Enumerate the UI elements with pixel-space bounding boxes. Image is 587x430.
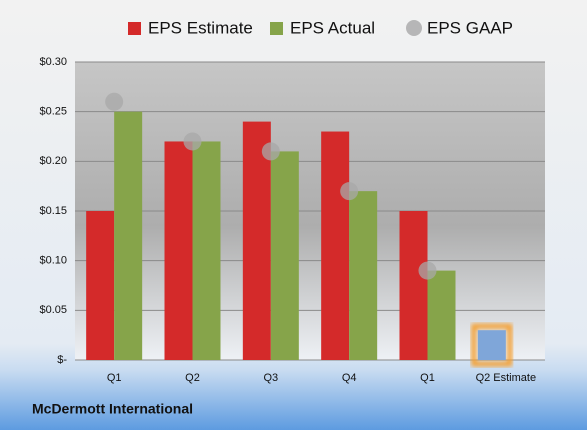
y-tick-label: $0.15 [39,205,67,217]
bar [192,141,221,360]
bar-glow [471,323,513,367]
legend-label: EPS Actual [290,18,375,37]
legend-marker [406,20,422,36]
bar [399,211,428,360]
x-tick-label: Q4 [342,372,357,384]
y-tick-label: $0.05 [39,304,67,316]
gaap-marker [340,182,359,201]
x-tick-label: Q3 [263,372,278,384]
bar [321,131,350,360]
gaap-marker [261,142,280,161]
bar [270,151,299,360]
bar [86,211,115,360]
chart-title: McDermott International [32,401,193,417]
bar [477,330,506,360]
bar [349,191,378,360]
legend-label: EPS Estimate [148,18,253,37]
bar [114,111,143,361]
x-tick-label: Q1 [420,372,435,384]
y-tick-label: $0.30 [39,56,67,68]
x-tick-label: Q2 Estimate [476,372,537,384]
gaap-marker [418,261,437,280]
y-tick-label: $0.20 [39,155,67,167]
y-tick-label: $0.10 [39,255,67,267]
x-tick-label: Q2 [185,372,200,384]
y-tick-label: $0.25 [39,106,67,118]
legend-swatch [270,22,283,35]
bar [242,121,271,360]
bar [164,141,193,360]
gaap-marker [105,92,124,111]
legend-label: EPS GAAP [427,18,513,37]
legend-swatch [128,22,141,35]
bar [427,270,456,360]
x-tick-label: Q1 [107,372,122,384]
y-tick-label: $- [57,354,67,366]
gaap-marker [183,132,202,151]
